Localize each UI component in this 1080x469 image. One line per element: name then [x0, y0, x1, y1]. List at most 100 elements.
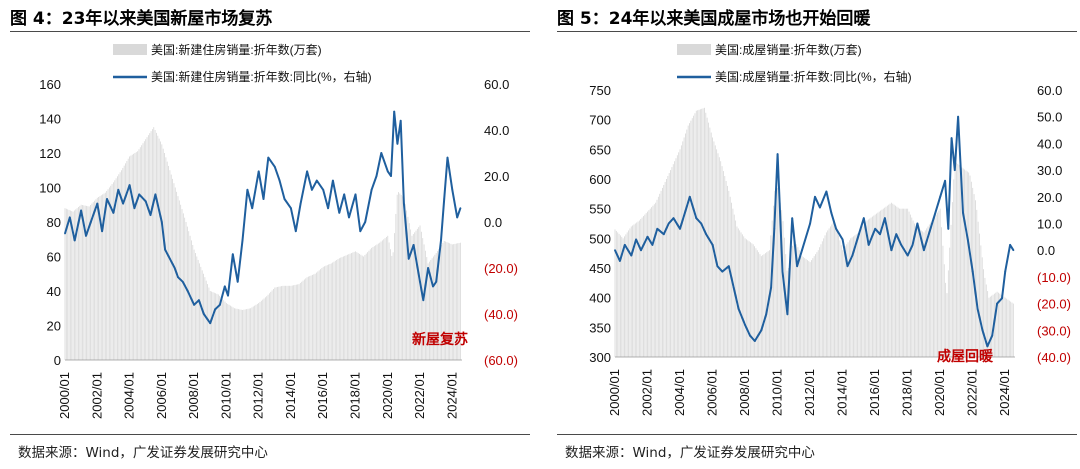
bar: [442, 242, 444, 360]
bar: [892, 203, 894, 357]
bar: [453, 244, 455, 360]
line-point: [193, 303, 196, 306]
bar: [312, 274, 313, 360]
bar: [219, 295, 221, 360]
line-point: [251, 207, 254, 210]
bar: [360, 254, 362, 360]
bar: [653, 204, 655, 357]
line-point: [101, 230, 103, 233]
x-tick: 2014/01: [835, 369, 850, 416]
bar: [762, 255, 764, 357]
bar: [129, 156, 130, 360]
bar: [80, 204, 82, 360]
line-point: [370, 188, 373, 191]
bar: [388, 242, 390, 360]
bar: [379, 242, 381, 360]
bar: [924, 230, 926, 357]
bar: [782, 221, 784, 357]
bar: [223, 300, 225, 360]
line-point: [257, 170, 260, 173]
bar: [232, 307, 234, 360]
bar: [840, 245, 842, 357]
bar: [394, 233, 395, 360]
line-point: [164, 248, 167, 251]
bar: [685, 133, 686, 357]
y-tick-right: 0.0: [484, 215, 502, 230]
bar: [862, 226, 864, 357]
bar: [230, 305, 231, 360]
bar: [310, 275, 312, 360]
x-axis: 2000/01 2002/01 2004/01 2006/01 2008/01 2010/…: [607, 369, 1012, 416]
bar: [969, 175, 971, 357]
bar: [244, 309, 246, 360]
bar: [752, 244, 754, 357]
bar: [204, 277, 206, 360]
bar: [832, 222, 834, 357]
bar: [968, 172, 970, 357]
bar: [207, 284, 208, 360]
line-point: [419, 280, 421, 283]
bar: [766, 252, 768, 357]
line-point: [343, 193, 346, 196]
bar: [754, 246, 755, 357]
line-point: [776, 153, 779, 155]
bar: [125, 163, 126, 360]
x-tick: 2012/01: [251, 372, 266, 419]
bar: [869, 218, 871, 357]
bar: [904, 208, 906, 357]
bar: [235, 308, 237, 360]
bar: [174, 187, 176, 360]
bar: [67, 209, 69, 360]
line-point: [809, 222, 811, 225]
bar: [102, 194, 104, 360]
bar: [337, 259, 339, 360]
bar: [110, 185, 112, 360]
bar: [74, 210, 75, 360]
bar: [186, 226, 188, 360]
x-tick: 2016/01: [315, 372, 330, 419]
bar: [722, 171, 724, 357]
line-point: [932, 217, 935, 220]
bar: [341, 257, 343, 360]
bar: [928, 224, 930, 357]
bar: [239, 309, 241, 360]
line-point: [851, 254, 854, 257]
line-point: [138, 193, 141, 196]
bar: [849, 240, 850, 357]
y-tick-left: 400: [589, 291, 611, 306]
bar: [874, 214, 876, 357]
bar: [375, 245, 377, 360]
x-tick: 2018/01: [347, 372, 362, 419]
bar: [858, 232, 860, 357]
line-point: [749, 334, 751, 337]
bar: [173, 183, 175, 360]
bar: [238, 309, 239, 360]
bar: [888, 204, 890, 357]
bar: [264, 297, 266, 360]
bar: [979, 233, 980, 357]
bar: [729, 196, 731, 357]
line-point: [916, 222, 919, 225]
bar: [823, 238, 825, 357]
bar: [743, 236, 745, 357]
bar: [423, 244, 425, 360]
bar: [399, 193, 401, 360]
bar: [369, 249, 371, 360]
bar: [263, 298, 265, 360]
line-point: [236, 280, 239, 283]
bar: [414, 232, 416, 360]
y-tick-right: 60.0: [1037, 83, 1062, 98]
bar: [830, 226, 831, 357]
chart-annotation: 成屋回暖: [937, 348, 994, 365]
bar: [764, 253, 766, 357]
bar: [119, 172, 121, 360]
bar: [434, 254, 436, 360]
bar: [686, 129, 688, 357]
bar: [353, 251, 355, 360]
bar: [289, 285, 290, 360]
bar: [727, 185, 728, 357]
bar: [853, 236, 854, 357]
bar: [365, 253, 367, 360]
bar: [927, 226, 929, 357]
bar: [634, 223, 636, 357]
